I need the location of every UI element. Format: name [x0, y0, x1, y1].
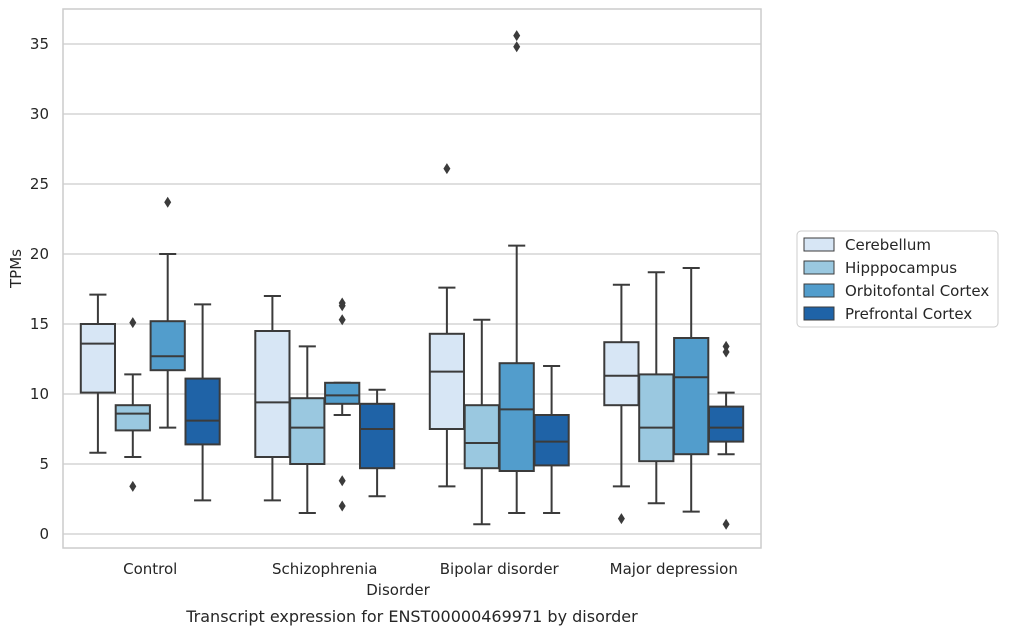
outlier-point [722, 340, 730, 352]
outlier-point [338, 300, 346, 312]
box-0-1 [114, 317, 151, 492]
box-iqr [79, 323, 117, 394]
box-iqr [358, 402, 396, 470]
legend-label: Orbitofontal Cortex [845, 282, 989, 300]
legend-label: Cerebellum [845, 236, 931, 254]
legend-swatch [803, 260, 835, 275]
outlier-point [443, 163, 451, 175]
y-axis-ticks: 0 5 10 15 20 25 30 35 [30, 35, 49, 543]
outlier-point [722, 346, 730, 358]
box-1-1 [289, 345, 326, 514]
box-iqr [289, 397, 326, 466]
box-iqr [638, 373, 675, 463]
chart-caption: Transcript expression for ENST0000046997… [185, 607, 638, 626]
box-3-0 [603, 283, 640, 525]
outlier-point [338, 475, 346, 487]
y-tick-label: 25 [30, 175, 49, 193]
x-axis-ticks: Control Schizophrenia Bipolar disorder Majo… [123, 560, 738, 578]
box-0-3 [184, 303, 221, 502]
box-3-2 [673, 267, 710, 513]
box-iqr [428, 332, 466, 430]
box-2-1 [463, 318, 500, 526]
box-2-0 [428, 163, 466, 488]
x-tick-label: Control [123, 560, 177, 578]
y-tick-label: 15 [30, 315, 49, 333]
y-tick-label: 30 [30, 105, 49, 123]
legend-swatch [803, 283, 835, 298]
box-2-2 [498, 30, 535, 514]
outlier-point [617, 513, 625, 525]
legend-label: Prefrontal Cortex [845, 305, 972, 323]
legend-frame [796, 230, 999, 328]
box-iqr [184, 377, 221, 446]
outlier-point [513, 30, 521, 42]
legend: Cerebellum Hipppocampus Orbitofontal Corte… [796, 230, 999, 328]
box-0-0 [79, 293, 117, 454]
outlier-point [129, 317, 137, 329]
box-iqr [114, 404, 151, 432]
y-tick-label: 10 [30, 385, 49, 403]
box-iqr [603, 341, 640, 407]
legend-swatch [803, 306, 835, 321]
y-tick-label: 5 [39, 455, 49, 473]
box-1-3 [358, 388, 396, 498]
box-1-2 [324, 297, 361, 512]
y-tick-label: 0 [39, 525, 49, 543]
box-1-0 [254, 295, 291, 502]
outlier-point [338, 314, 346, 326]
box-iqr [149, 320, 186, 372]
x-tick-label: Bipolar disorder [440, 560, 560, 578]
box-3-3 [707, 340, 745, 530]
box-iqr [673, 337, 710, 456]
outlier-point [722, 518, 730, 530]
y-axis-title: TPMs [7, 249, 25, 289]
box-iqr [324, 381, 361, 405]
box-3-1 [638, 271, 675, 505]
outlier-point [513, 41, 521, 53]
outlier-point [164, 196, 172, 208]
box-iqr [254, 330, 291, 458]
outlier-point [129, 480, 137, 492]
x-tick-label: Schizophrenia [272, 560, 377, 578]
box-2-3 [533, 365, 570, 514]
x-axis-title: Disorder [366, 581, 430, 599]
outlier-point [338, 500, 346, 512]
x-tick-label: Major depression [610, 560, 738, 578]
y-tick-label: 35 [30, 35, 49, 53]
legend-swatch [803, 237, 835, 252]
box-iqr [498, 362, 535, 473]
plot-frame [62, 8, 762, 549]
y-tick-label: 20 [30, 245, 49, 263]
box-series-group [79, 30, 745, 530]
legend-label: Hipppocampus [845, 259, 957, 277]
box-iqr [463, 404, 500, 470]
box-iqr [707, 405, 745, 443]
box-iqr [533, 414, 570, 467]
box-0-2 [149, 196, 186, 429]
